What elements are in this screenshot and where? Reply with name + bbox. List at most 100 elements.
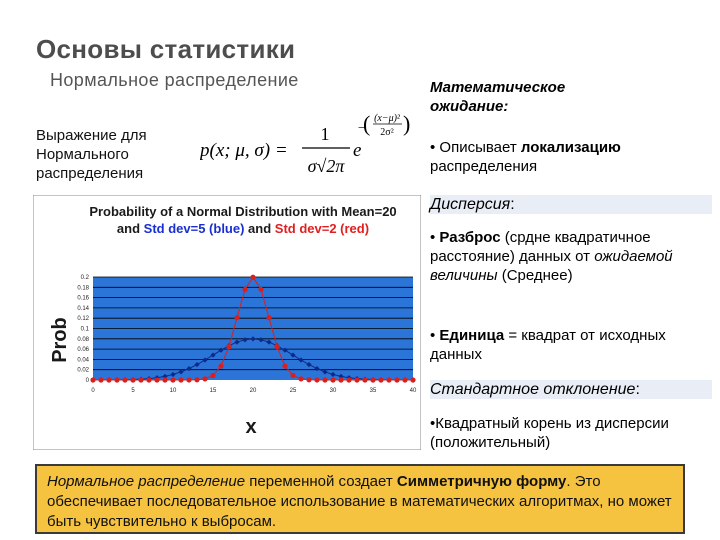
normal-formula: p(x; μ, σ) = 1 σ√2π e − ( (x−μ)² 2σ² )	[200, 111, 410, 176]
y-tick-label: 0.02	[77, 368, 89, 374]
x-tick-label: 30	[330, 388, 337, 394]
mean-bullet-suffix: распределения	[430, 158, 538, 175]
chart-title-line2: and Std dev=5 (blue) and Std dev=2 (red)	[117, 221, 369, 236]
x-tick-label: 0	[91, 388, 95, 394]
disp-b1-bold: Разброс	[439, 229, 501, 246]
mean-bullet-bold: локализацию	[520, 139, 621, 156]
data-point	[266, 315, 272, 321]
data-point	[306, 377, 312, 383]
data-point	[282, 347, 288, 353]
normal-distribution-chart: Probability of a Normal Distribution wit…	[33, 195, 421, 450]
formula-exp-paren-right: )	[403, 111, 410, 136]
data-point	[250, 274, 256, 280]
y-tick-label: 0.2	[81, 275, 90, 281]
x-tick-label: 5	[131, 388, 135, 394]
grid-lines	[93, 276, 413, 371]
data-point	[178, 377, 184, 383]
disp-b1-prefix: •	[430, 229, 440, 246]
disp-b1-suffix: (Среднее)	[497, 267, 573, 284]
chart-title-line2-red: Std dev=2 (red)	[275, 221, 369, 236]
mean-heading: Математическое ожидание:	[430, 79, 566, 115]
data-point	[210, 352, 216, 358]
std-heading-text: Стандартное отклонение	[430, 381, 636, 398]
disp-b2-prefix: •	[430, 327, 440, 344]
chart-title-line2-blue: Std dev=5 (blue)	[144, 221, 245, 236]
slide-subtitle: Нормальное распределение	[50, 70, 299, 90]
data-point	[234, 339, 240, 345]
formula-denominator: σ√2π	[308, 156, 346, 176]
formula-exp-paren-left: (	[363, 111, 370, 136]
data-point	[274, 344, 280, 350]
disp-b2-bold: Единица	[439, 327, 505, 344]
data-point	[202, 357, 208, 363]
data-point	[402, 377, 408, 383]
y-tick-label: 0.1	[81, 327, 90, 333]
mean-bullet: • Описывает локализацию распределения	[430, 138, 712, 176]
data-point	[322, 369, 328, 375]
slide-title: Основы статистики	[36, 34, 296, 64]
chart-title-line2-mid: and	[244, 221, 274, 236]
data-point	[258, 337, 264, 343]
data-point	[218, 363, 224, 369]
chart-title-line1: Probability of a Normal Distribution wit…	[89, 204, 396, 219]
summary-box: Нормальное распределение переменной созд…	[35, 464, 685, 534]
series-std2-red	[90, 274, 416, 383]
disp-b1-mid: (срдне квадратичное расстояние) данных о…	[430, 229, 651, 265]
data-point	[146, 377, 152, 383]
data-point	[290, 352, 296, 358]
disp-b2-suffix: = квадрат от исходных данных	[430, 327, 666, 363]
data-point	[410, 377, 416, 383]
data-point	[202, 376, 208, 382]
data-point	[338, 377, 344, 383]
data-point	[282, 363, 288, 369]
summary-part2: переменной создает	[245, 473, 397, 490]
dispersion-heading-text: Дисперсия	[430, 196, 511, 213]
data-point	[194, 377, 200, 383]
data-point	[106, 377, 112, 383]
y-tick-labels: 0 0.02 0.04 0.06 0.08 0.1 0.12 0.14 0.16 0.18 0.2	[77, 275, 89, 384]
chart-title-line2-prefix: and	[117, 221, 144, 236]
data-point	[98, 377, 104, 383]
data-point	[258, 286, 264, 292]
data-point	[370, 377, 376, 383]
data-point	[138, 377, 144, 383]
y-tick-label: 0.12	[77, 316, 89, 322]
disp-b1-italic: ожидаемой величины	[430, 248, 673, 284]
x-axis-label: x	[245, 416, 256, 438]
dispersion-heading: Дисперсия:	[430, 195, 712, 214]
y-tick-label: 0.18	[77, 285, 89, 291]
dispersion-heading-colon: :	[510, 196, 515, 213]
data-point	[306, 361, 312, 368]
data-point	[242, 286, 248, 292]
data-point	[250, 336, 256, 342]
data-point	[194, 361, 200, 368]
dispersion-bullet-unit: • Единица = квадрат от исходных данных	[430, 326, 712, 364]
data-point	[210, 372, 216, 379]
std-heading: Стандартное отклонение:	[430, 380, 712, 399]
y-tick-label: 0.04	[77, 357, 89, 363]
x-tick-label: 20	[250, 388, 257, 394]
x-tick-label: 25	[290, 388, 297, 394]
std-heading-colon: :	[635, 381, 640, 398]
formula-exp-sign: −	[358, 120, 365, 135]
data-point	[314, 377, 320, 383]
data-point	[226, 344, 232, 350]
y-tick-label: 0.06	[77, 347, 89, 353]
data-point	[394, 377, 400, 383]
data-point	[162, 373, 168, 379]
data-point	[130, 377, 136, 383]
y-tick-label: 0.08	[77, 337, 89, 343]
expression-label: Выражение для Нормального распределения	[36, 127, 147, 182]
data-point	[162, 377, 168, 383]
data-point	[338, 373, 344, 379]
formula-exp-denominator: 2σ²	[380, 127, 393, 138]
mean-bullet-prefix: • Описывает	[430, 139, 521, 156]
y-axis-label: Prob	[49, 317, 71, 363]
data-point	[354, 377, 360, 383]
dispersion-bullet-spread: • Разброс (срдне квадратичное расстояние…	[430, 228, 712, 285]
formula-exp-numerator: (x−μ)²	[374, 113, 401, 124]
x-tick-label: 10	[170, 388, 177, 394]
data-point	[330, 377, 336, 383]
summary-part3: Симметричную форму	[396, 473, 567, 490]
data-point	[298, 376, 304, 382]
